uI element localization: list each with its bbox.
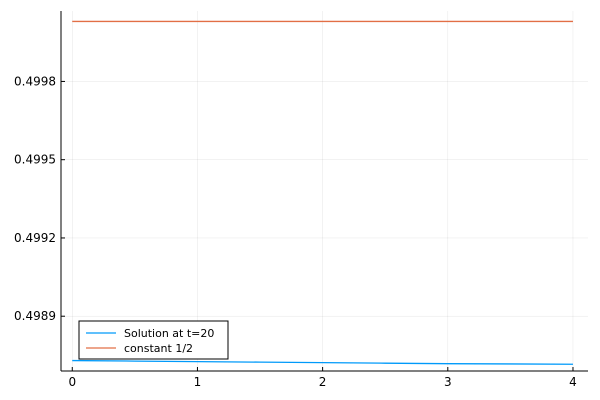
grid (61, 11, 588, 371)
legend-label-constant: constant 1/2 (124, 342, 193, 355)
y-axis-ticks: 0.4989 0.4992 0.4995 0.4998 (14, 74, 65, 323)
x-tick-label: 1 (194, 375, 202, 389)
x-tick-label: 2 (319, 375, 327, 389)
x-axis-ticks: 0 1 2 3 4 (68, 367, 576, 389)
axes (61, 11, 588, 371)
y-tick-label: 0.4998 (14, 74, 56, 88)
y-tick-label: 0.4995 (14, 153, 56, 167)
legend: Solution at t=20 constant 1/2 (79, 321, 228, 359)
x-tick-label: 4 (569, 375, 577, 389)
y-tick-label: 0.4989 (14, 309, 56, 323)
x-tick-label: 3 (444, 375, 452, 389)
y-tick-label: 0.4992 (14, 231, 56, 245)
legend-label-solution: Solution at t=20 (124, 327, 214, 340)
x-tick-label: 0 (68, 375, 76, 389)
